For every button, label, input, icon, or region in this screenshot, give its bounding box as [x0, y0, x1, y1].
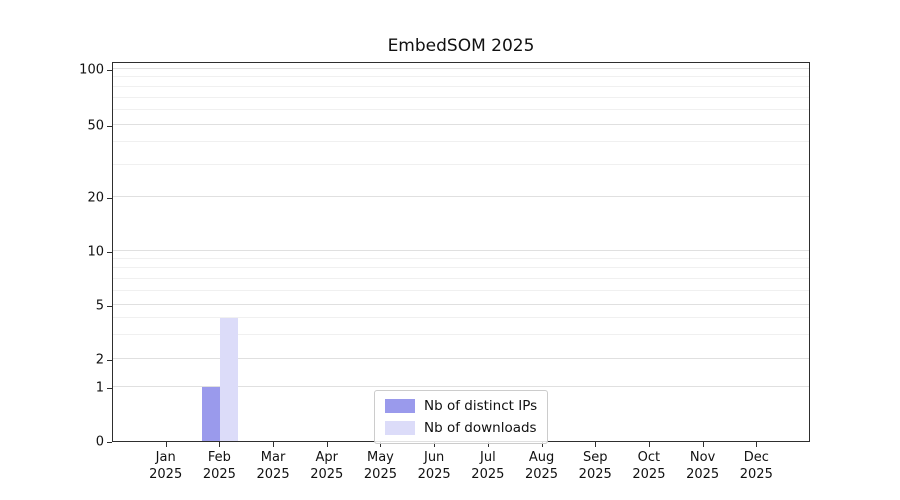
- x-tick-mark: [595, 442, 597, 447]
- legend-label-distinct-ips: Nb of distinct IPs: [424, 398, 538, 414]
- y-tick-mark: [107, 442, 112, 443]
- minor-gridline: [113, 164, 809, 166]
- y-tick-mark: [107, 252, 112, 253]
- major-gridline: [113, 196, 809, 198]
- major-gridline: [113, 250, 809, 251]
- y-tick-mark: [107, 69, 112, 71]
- major-gridline: [113, 123, 809, 125]
- chart-title: EmbedSOM 2025: [387, 36, 535, 56]
- minor-gridline: [113, 289, 809, 291]
- minor-gridline: [113, 109, 809, 111]
- y-tick-label: 2: [95, 352, 104, 368]
- minor-gridline: [113, 96, 809, 98]
- y-tick-mark: [107, 359, 112, 361]
- x-tick-mark: [434, 442, 436, 447]
- y-tick-label: 20: [87, 190, 104, 206]
- x-tick-label: Oct 2025: [632, 450, 666, 482]
- y-tick-label: 100: [79, 62, 104, 78]
- major-gridline: [113, 357, 809, 359]
- minor-gridline: [113, 317, 809, 319]
- x-tick-label: Jun 2025: [417, 450, 451, 482]
- x-tick-mark: [756, 442, 758, 447]
- x-tick-label: Jul 2025: [471, 450, 505, 482]
- y-tick-label: 50: [87, 118, 104, 134]
- x-tick-mark: [165, 442, 167, 447]
- y-tick-mark: [107, 305, 112, 307]
- x-tick-label: Nov 2025: [686, 450, 720, 482]
- x-tick-label: Jan 2025: [149, 450, 183, 482]
- minor-gridline: [113, 267, 809, 269]
- y-tick-label: 0: [95, 434, 104, 450]
- x-tick-mark: [487, 442, 489, 447]
- x-tick-mark: [219, 442, 221, 447]
- legend-label-downloads: Nb of downloads: [424, 420, 537, 436]
- plot-area: [112, 62, 810, 442]
- y-tick-label: 5: [95, 298, 104, 314]
- x-tick-label: Feb 2025: [202, 450, 236, 482]
- y-tick-label: 10: [87, 244, 104, 260]
- x-tick-label: Apr 2025: [310, 450, 344, 482]
- minor-gridline: [113, 76, 809, 78]
- minor-gridline: [113, 141, 809, 143]
- x-tick-label: Dec 2025: [739, 450, 773, 482]
- y-tick-mark: [107, 198, 112, 200]
- bar-downloads: [220, 318, 239, 441]
- x-tick-label: Mar 2025: [256, 450, 290, 482]
- x-tick-mark: [702, 442, 704, 447]
- x-tick-label: Aug 2025: [524, 450, 559, 482]
- y-tick-mark: [107, 388, 112, 390]
- legend-item-downloads: Nb of downloads: [385, 420, 537, 436]
- major-gridline: [113, 67, 809, 69]
- x-tick-label: May 2025: [363, 450, 397, 482]
- x-tick-mark: [273, 442, 275, 447]
- y-tick-mark: [107, 125, 112, 127]
- x-tick-mark: [648, 442, 650, 447]
- legend: Nb of distinct IPs Nb of downloads: [374, 390, 549, 444]
- major-gridline: [113, 303, 809, 305]
- legend-swatch-distinct-ips: [385, 399, 415, 413]
- legend-swatch-downloads: [385, 421, 415, 435]
- minor-gridline: [113, 258, 809, 260]
- y-tick-label: 1: [95, 380, 104, 396]
- x-tick-mark: [326, 442, 328, 447]
- x-tick-mark: [541, 442, 543, 447]
- legend-item-distinct-ips: Nb of distinct IPs: [385, 398, 537, 414]
- x-tick-label: Sep 2025: [578, 450, 612, 482]
- minor-gridline: [113, 334, 809, 336]
- minor-gridline: [113, 277, 809, 279]
- bar-distinct-ips: [202, 387, 221, 441]
- minor-gridline: [113, 85, 809, 87]
- x-tick-mark: [380, 442, 382, 447]
- major-gridline: [113, 386, 809, 388]
